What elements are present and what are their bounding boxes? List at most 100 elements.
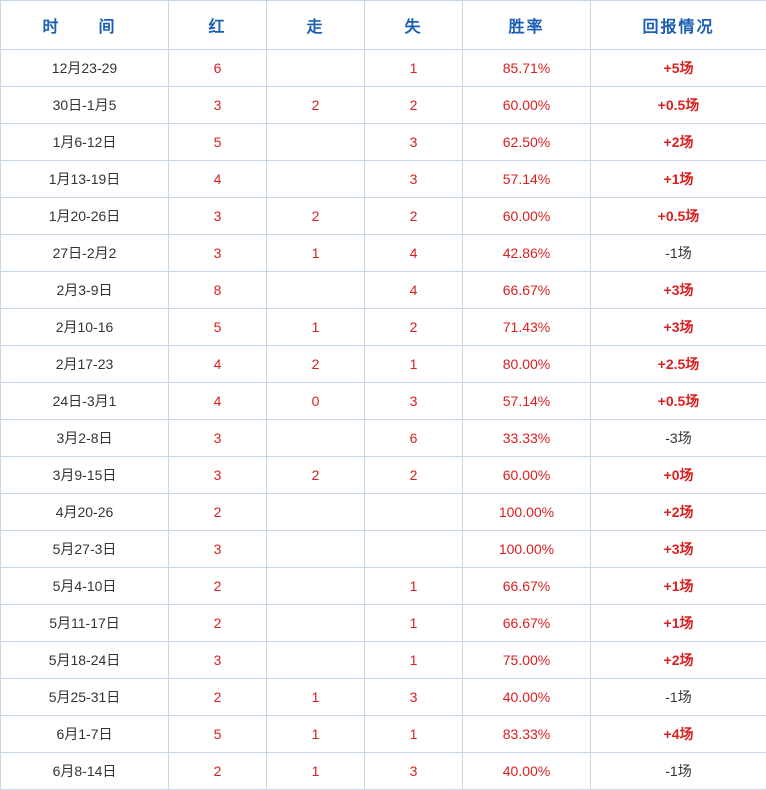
- table-row: 27日-2月231442.86%-1场: [1, 235, 766, 272]
- cell-time: 6月8-14日: [1, 753, 169, 790]
- cell-shi: 4: [365, 235, 463, 272]
- cell-time: 3月2-8日: [1, 420, 169, 457]
- cell-zou: [267, 420, 365, 457]
- cell-hong: 2: [169, 605, 267, 642]
- table-row: 1月20-26日32260.00%+0.5场: [1, 198, 766, 235]
- table-row: 12月23-296 185.71%+5场: [1, 50, 766, 87]
- cell-zou: 2: [267, 457, 365, 494]
- cell-time: 4月20-26: [1, 494, 169, 531]
- cell-return: +0.5场: [591, 198, 766, 235]
- cell-time: 24日-3月1: [1, 383, 169, 420]
- cell-rate: 80.00%: [463, 346, 591, 383]
- table-row: 5月25-31日21340.00%-1场: [1, 679, 766, 716]
- cell-shi: 1: [365, 605, 463, 642]
- cell-rate: 85.71%: [463, 50, 591, 87]
- header-zou: 走: [267, 1, 365, 50]
- cell-zou: 2: [267, 346, 365, 383]
- cell-hong: 2: [169, 494, 267, 531]
- cell-return: +3场: [591, 272, 766, 309]
- cell-return: +2场: [591, 642, 766, 679]
- header-return: 回报情况: [591, 1, 766, 50]
- cell-rate: 33.33%: [463, 420, 591, 457]
- cell-rate: 42.86%: [463, 235, 591, 272]
- cell-rate: 75.00%: [463, 642, 591, 679]
- cell-zou: [267, 50, 365, 87]
- cell-zou: [267, 642, 365, 679]
- cell-zou: [267, 531, 365, 568]
- cell-shi: 1: [365, 716, 463, 753]
- cell-hong: 4: [169, 346, 267, 383]
- cell-shi: 3: [365, 161, 463, 198]
- cell-hong: 5: [169, 716, 267, 753]
- cell-shi: 3: [365, 124, 463, 161]
- table-row: 6月8-14日21340.00%-1场: [1, 753, 766, 790]
- table-row: 5月11-17日2166.67%+1场: [1, 605, 766, 642]
- cell-hong: 3: [169, 531, 267, 568]
- cell-time: 12月23-29: [1, 50, 169, 87]
- table-row: 2月17-2342180.00%+2.5场: [1, 346, 766, 383]
- cell-hong: 4: [169, 161, 267, 198]
- table-row: 4月20-262100.00%+2场: [1, 494, 766, 531]
- cell-shi: 6: [365, 420, 463, 457]
- cell-hong: 5: [169, 124, 267, 161]
- cell-time: 27日-2月2: [1, 235, 169, 272]
- cell-zou: 1: [267, 679, 365, 716]
- cell-return: +5场: [591, 50, 766, 87]
- table-row: 2月10-1651271.43%+3场: [1, 309, 766, 346]
- cell-zou: [267, 605, 365, 642]
- cell-return: +4场: [591, 716, 766, 753]
- cell-hong: 8: [169, 272, 267, 309]
- cell-rate: 40.00%: [463, 679, 591, 716]
- cell-zou: [267, 568, 365, 605]
- cell-zou: 1: [267, 309, 365, 346]
- cell-shi: 1: [365, 50, 463, 87]
- cell-return: -1场: [591, 753, 766, 790]
- cell-return: -3场: [591, 420, 766, 457]
- header-shi: 失: [365, 1, 463, 50]
- cell-shi: 2: [365, 309, 463, 346]
- cell-hong: 4: [169, 383, 267, 420]
- table-row: 5月27-3日3100.00%+3场: [1, 531, 766, 568]
- cell-zou: [267, 124, 365, 161]
- header-time: 时 间: [1, 1, 169, 50]
- cell-zou: 1: [267, 235, 365, 272]
- header-hong: 红: [169, 1, 267, 50]
- cell-zou: [267, 494, 365, 531]
- table-row: 3月2-8日3633.33%-3场: [1, 420, 766, 457]
- cell-hong: 6: [169, 50, 267, 87]
- cell-rate: 60.00%: [463, 198, 591, 235]
- cell-shi: 1: [365, 642, 463, 679]
- stats-table: 时 间 红 走 失 胜率 回报情况 12月23-296185.71%+5场30日…: [0, 0, 766, 790]
- cell-return: +3场: [591, 531, 766, 568]
- table-body: 12月23-296185.71%+5场30日-1月532260.00%+0.5场…: [1, 50, 766, 790]
- cell-return: +2.5场: [591, 346, 766, 383]
- header-row: 时 间 红 走 失 胜率 回报情况: [1, 1, 766, 50]
- cell-rate: 62.50%: [463, 124, 591, 161]
- cell-zou: [267, 272, 365, 309]
- cell-zou: 1: [267, 753, 365, 790]
- cell-hong: 2: [169, 568, 267, 605]
- cell-shi: 2: [365, 87, 463, 124]
- cell-return: +0.5场: [591, 87, 766, 124]
- cell-hong: 3: [169, 235, 267, 272]
- cell-zou: 2: [267, 87, 365, 124]
- cell-return: +3场: [591, 309, 766, 346]
- cell-return: -1场: [591, 679, 766, 716]
- cell-return: -1场: [591, 235, 766, 272]
- cell-time: 6月1-7日: [1, 716, 169, 753]
- cell-hong: 2: [169, 753, 267, 790]
- cell-rate: 57.14%: [463, 161, 591, 198]
- cell-hong: 3: [169, 87, 267, 124]
- cell-time: 5月11-17日: [1, 605, 169, 642]
- cell-time: 5月4-10日: [1, 568, 169, 605]
- cell-zou: [267, 161, 365, 198]
- cell-hong: 5: [169, 309, 267, 346]
- cell-time: 3月9-15日: [1, 457, 169, 494]
- cell-shi: [365, 494, 463, 531]
- cell-time: 1月13-19日: [1, 161, 169, 198]
- cell-rate: 100.00%: [463, 494, 591, 531]
- cell-return: +2场: [591, 124, 766, 161]
- cell-hong: 3: [169, 457, 267, 494]
- table-row: 3月9-15日32260.00%+0场: [1, 457, 766, 494]
- cell-rate: 100.00%: [463, 531, 591, 568]
